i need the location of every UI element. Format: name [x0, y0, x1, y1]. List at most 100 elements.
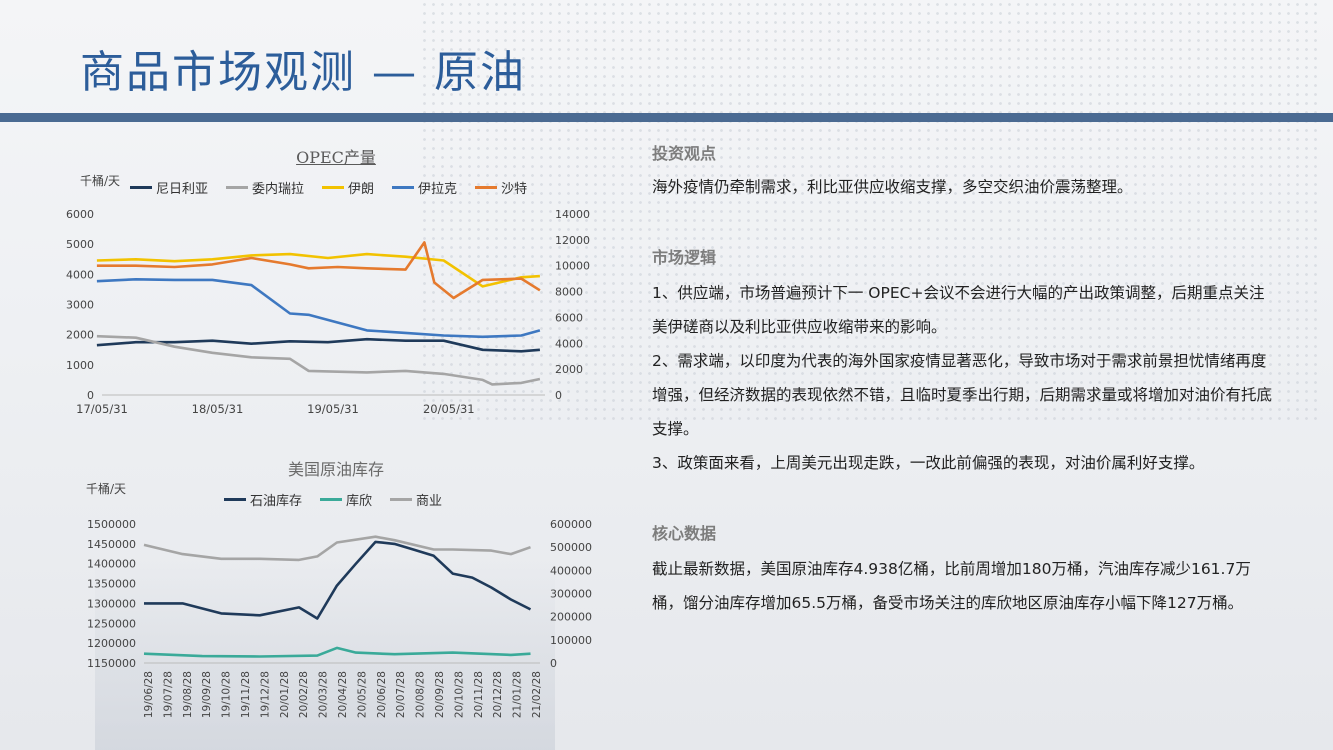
y-left-tick-label: 4000 — [66, 268, 94, 281]
y-left-tick-label: 0 — [87, 389, 94, 402]
legend-swatch — [392, 186, 415, 189]
x-tick-label: 18/05/31 — [192, 402, 244, 416]
x-tick-label: 19/08/28 — [182, 671, 194, 718]
inventory-chart-unit: 千桶/天 — [86, 482, 127, 496]
legend-entry: 委内瑞拉 — [226, 178, 304, 197]
legend-swatch — [322, 186, 345, 189]
y-left-tick-label: 1150000 — [87, 657, 136, 670]
series-line — [144, 540, 532, 620]
legend-label: 委内瑞拉 — [252, 182, 305, 197]
series-line — [96, 252, 540, 288]
legend-swatch — [130, 186, 152, 189]
x-tick-label: 19/09/28 — [201, 671, 213, 718]
section-investment-view-title: 投资观点 — [652, 144, 717, 163]
x-tick-label: 20/05/31 — [423, 402, 475, 416]
legend-swatch — [320, 498, 343, 501]
title-underline-bar — [0, 113, 1333, 122]
x-tick-label: 20/08/28 — [415, 671, 427, 718]
y-left-tick-label: 1250000 — [87, 617, 136, 630]
x-tick-label: 19/07/28 — [162, 671, 174, 718]
legend-swatch — [226, 186, 249, 189]
y-left-tick-label: 5000 — [66, 238, 94, 251]
y-left-tick-label: 1350000 — [87, 578, 136, 591]
opec-chart-plot: 0 1000 2000 3000 4000 5000 6000 0 2000 4000 6000 80… — [66, 208, 590, 416]
y-right-tick-label: 400000 — [550, 564, 592, 577]
y-right-tick-label: 8000 — [555, 286, 583, 299]
y-right-tick-label: 600000 — [550, 518, 592, 531]
section-core-data-title: 核心数据 — [652, 524, 717, 543]
x-tick-label: 20/07/28 — [395, 671, 407, 718]
section-investment-view-text: 海外疫情仍牵制需求，利比亚供应收缩支撑，多空交织油价震荡整理。 — [652, 178, 1133, 196]
legend-swatch — [475, 186, 498, 189]
section-market-logic-point-2: 2、需求端，以印度为代表的海外国家疫情显著恶化，导致市场对于需求前景担忧情绪再度… — [652, 352, 1273, 438]
x-tick-label: 19/11/28 — [240, 671, 252, 718]
section-market-logic-title: 市场逻辑 — [652, 248, 717, 267]
x-tick-label: 20/09/28 — [434, 671, 446, 718]
x-tick-label: 20/04/28 — [337, 671, 349, 718]
y-right-tick-label: 2000 — [555, 363, 583, 376]
y-right-tick-label: 12000 — [555, 234, 590, 247]
legend-label: 沙特 — [501, 182, 528, 197]
y-right-tick-label: 200000 — [550, 611, 592, 624]
legend-label: 库欣 — [346, 494, 373, 509]
legend-swatch — [390, 498, 413, 501]
section-market-logic-point-1: 1、供应端，市场普遍预计下一 OPEC+会议不会进行大幅的产出政策调整，后期重点… — [652, 284, 1265, 336]
section-core-data-text: 截止最新数据，美国原油库存4.938亿桶，比前周增加180万桶，汽油库存减少16… — [652, 560, 1251, 612]
legend-entry: 库欣 — [320, 490, 372, 509]
series-line — [96, 241, 541, 300]
inventory-chart-plot: 1150000 1200000 1250000 1300000 1350000 14000… — [87, 518, 592, 718]
analysis-panel: 投资观点 海外疫情仍牵制需求，利比亚供应收缩支撑，多空交织油价震荡整理。 市场逻… — [652, 140, 1272, 620]
opec-chart-unit: 千桶/天 — [80, 174, 121, 188]
x-tick-label: 17/05/31 — [76, 402, 128, 416]
x-tick-label: 19/05/31 — [307, 402, 359, 416]
series-line — [143, 535, 531, 562]
x-tick-label: 20/11/28 — [473, 671, 485, 718]
legend-label: 石油库存 — [250, 494, 303, 509]
x-tick-label: 20/10/28 — [453, 671, 465, 718]
opec-chart-title: OPEC产量 — [296, 148, 376, 167]
legend-entry: 伊拉克 — [392, 178, 457, 197]
y-left-tick-label: 6000 — [66, 208, 94, 221]
y-left-tick-label: 1450000 — [87, 538, 136, 551]
legend-swatch — [224, 498, 246, 501]
legend-entry: 伊朗 — [322, 178, 374, 197]
y-right-tick-label: 100000 — [550, 634, 592, 647]
legend-label: 伊朗 — [348, 182, 375, 197]
y-right-tick-label: 6000 — [555, 311, 583, 324]
x-tick-label: 21/02/28 — [531, 671, 543, 718]
series-line — [96, 337, 541, 353]
x-tick-label: 20/01/28 — [279, 671, 291, 718]
inventory-chart-legend: 石油库存 库欣 商业 — [224, 490, 442, 509]
legend-entry: 尼日利亚 — [130, 178, 208, 197]
y-right-tick-label: 0 — [550, 657, 557, 670]
x-tick-label: 20/02/28 — [298, 671, 310, 718]
section-market-logic-point-3: 3、政策面来看，上周美元出现走跌，一改此前偏强的表现，对油价属利好支撑。 — [652, 454, 1205, 472]
x-tick-label: 19/12/28 — [259, 671, 271, 718]
legend-entry: 商业 — [390, 490, 442, 509]
page-title: 商品市场观测 — 原油 — [80, 47, 526, 98]
y-right-tick-label: 500000 — [550, 541, 592, 554]
x-tick-label: 20/03/28 — [318, 671, 330, 718]
y-left-tick-label: 1200000 — [87, 637, 136, 650]
y-right-tick-label: 14000 — [555, 208, 590, 221]
inventory-chart-title: 美国原油库存 — [287, 460, 384, 479]
x-tick-label: 19/10/28 — [221, 671, 233, 718]
y-right-tick-label: 10000 — [555, 260, 590, 273]
x-tick-label: 20/06/28 — [376, 671, 388, 718]
x-tick-label: 19/06/28 — [143, 671, 155, 718]
legend-label: 伊拉克 — [418, 182, 458, 197]
opec-chart-legend: 尼日利亚 委内瑞拉 伊朗 伊拉克 沙特 — [130, 178, 527, 197]
x-tick-label: 21/01/28 — [512, 671, 524, 718]
y-left-tick-label: 2000 — [66, 329, 94, 342]
y-left-tick-label: 1500000 — [87, 518, 136, 531]
y-right-tick-label: 4000 — [555, 337, 583, 350]
legend-label: 商业 — [416, 494, 443, 509]
background-dot-map — [420, 0, 1320, 420]
y-left-tick-label: 1300000 — [87, 597, 136, 610]
y-left-tick-label: 1000 — [66, 359, 94, 372]
legend-entry: 沙特 — [475, 178, 527, 197]
x-tick-label: 20/05/28 — [356, 671, 368, 718]
series-line — [96, 334, 541, 386]
series-line — [96, 278, 541, 339]
series-line — [143, 646, 531, 658]
